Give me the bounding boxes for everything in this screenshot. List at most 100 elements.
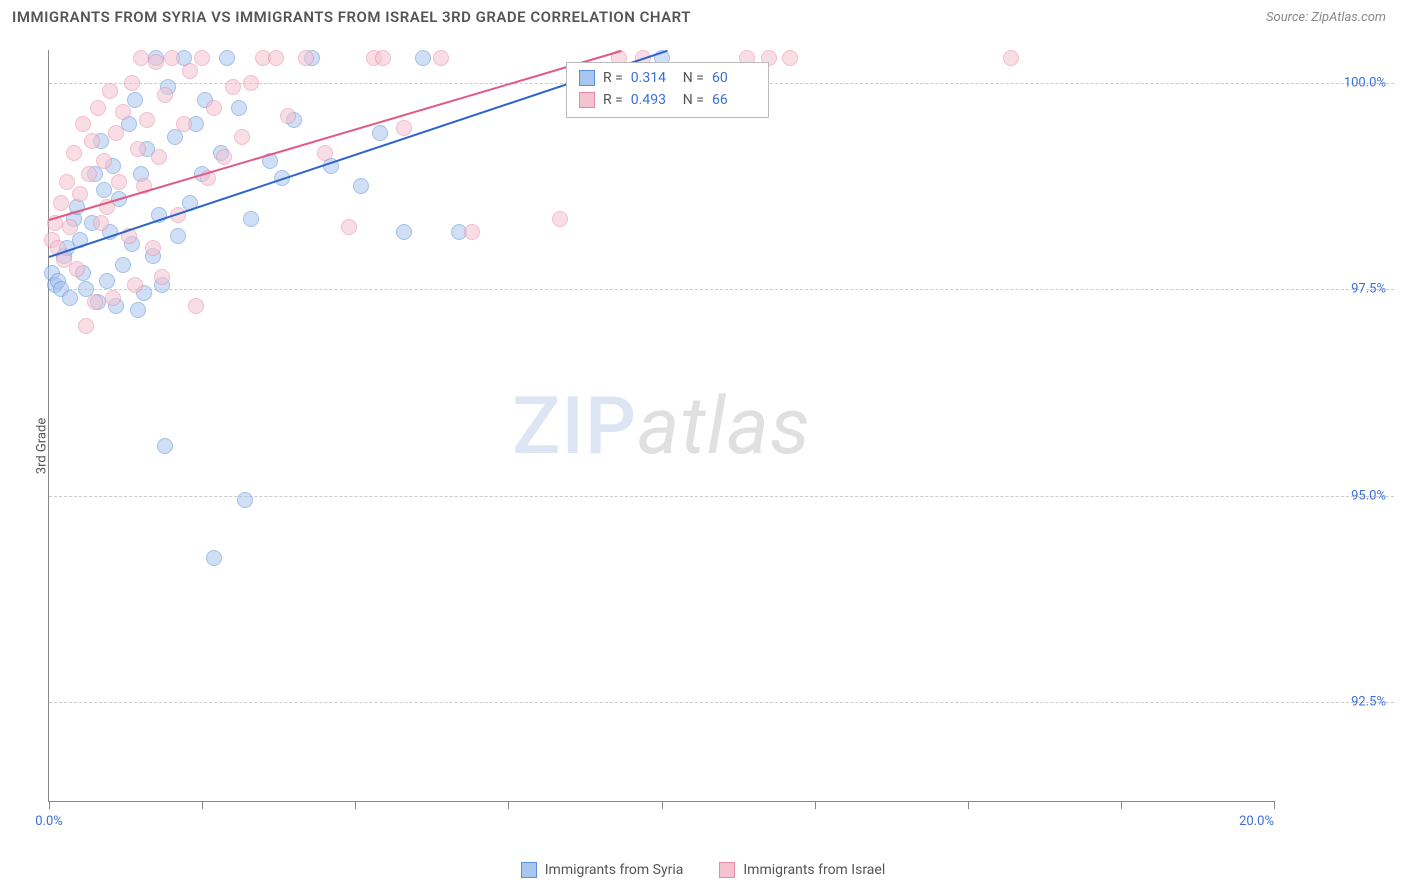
r-value: 0.314 xyxy=(631,67,675,89)
chart-header: IMMIGRANTS FROM SYRIA VS IMMIGRANTS FROM… xyxy=(0,0,1406,34)
data-point xyxy=(552,211,568,227)
data-point xyxy=(206,550,222,566)
data-point xyxy=(1003,50,1019,66)
legend-swatch xyxy=(719,862,735,878)
x-tick xyxy=(662,801,663,809)
data-point xyxy=(782,50,798,66)
legend-item: Immigrants from Syria xyxy=(521,862,684,878)
data-point xyxy=(433,50,449,66)
data-point xyxy=(341,219,357,235)
data-point xyxy=(164,50,180,66)
data-point xyxy=(375,50,391,66)
data-point xyxy=(396,120,412,136)
n-value: 66 xyxy=(712,89,756,111)
r-label: R = xyxy=(603,67,623,89)
data-point xyxy=(176,116,192,132)
data-point xyxy=(145,240,161,256)
data-point xyxy=(66,145,82,161)
data-point xyxy=(102,83,118,99)
data-point xyxy=(464,224,480,240)
data-point xyxy=(93,215,109,231)
y-tick-label: 97.5% xyxy=(1286,282,1386,297)
data-point xyxy=(231,100,247,116)
data-point xyxy=(139,112,155,128)
chart-source: Source: ZipAtlas.com xyxy=(1266,10,1386,25)
data-point xyxy=(317,145,333,161)
x-tick xyxy=(202,801,203,809)
correlation-stats-box: R = 0.314 N = 60R = 0.493 N = 66 xyxy=(566,62,769,118)
data-point xyxy=(62,219,78,235)
data-point xyxy=(84,133,100,149)
data-point xyxy=(353,178,369,194)
data-point xyxy=(105,290,121,306)
data-point xyxy=(78,318,94,334)
legend-label: Immigrants from Syria xyxy=(545,862,684,878)
gridline xyxy=(49,289,1394,290)
data-point xyxy=(206,100,222,116)
legend-swatch xyxy=(521,862,537,878)
data-point xyxy=(127,277,143,293)
r-value: 0.493 xyxy=(631,89,675,111)
data-point xyxy=(243,211,259,227)
legend-label: Immigrants from Israel xyxy=(743,862,885,878)
data-point xyxy=(108,125,124,141)
data-point xyxy=(372,125,388,141)
data-point xyxy=(69,261,85,277)
stat-row: R = 0.314 N = 60 xyxy=(579,67,756,89)
data-point xyxy=(219,50,235,66)
data-point xyxy=(72,186,88,202)
y-tick-label: 100.0% xyxy=(1286,76,1386,91)
data-point xyxy=(62,290,78,306)
data-point xyxy=(170,228,186,244)
data-point xyxy=(124,75,140,91)
x-tick xyxy=(508,801,509,809)
data-point xyxy=(81,166,97,182)
data-point xyxy=(99,273,115,289)
data-point xyxy=(133,50,149,66)
data-point xyxy=(53,195,69,211)
data-point xyxy=(148,54,164,70)
data-point xyxy=(280,108,296,124)
data-point xyxy=(298,50,314,66)
x-tick xyxy=(968,801,969,809)
n-value: 60 xyxy=(712,67,756,89)
series-swatch xyxy=(579,92,595,108)
data-point xyxy=(130,302,146,318)
x-tick xyxy=(815,801,816,809)
data-point xyxy=(96,153,112,169)
data-point xyxy=(96,182,112,198)
data-point xyxy=(115,257,131,273)
watermark-zip: ZIP xyxy=(512,379,637,473)
chart-legend: Immigrants from Syria Immigrants from Isr… xyxy=(0,862,1406,878)
data-point xyxy=(225,79,241,95)
stat-row: R =0.493N =66 xyxy=(579,89,756,111)
data-point xyxy=(154,269,170,285)
data-point xyxy=(87,294,103,310)
data-point xyxy=(243,75,259,91)
data-point xyxy=(130,141,146,157)
plot-area: ZIPatlas 92.5%95.0%97.5%100.0%0.0%20.0% xyxy=(48,50,1274,802)
data-point xyxy=(111,174,127,190)
x-tick xyxy=(1274,801,1275,809)
x-tick xyxy=(355,801,356,809)
watermark: ZIPatlas xyxy=(512,379,811,473)
gridline xyxy=(49,702,1394,703)
data-point xyxy=(216,149,232,165)
chart-title: IMMIGRANTS FROM SYRIA VS IMMIGRANTS FROM… xyxy=(12,8,691,26)
y-tick-label: 95.0% xyxy=(1286,488,1386,503)
data-point xyxy=(59,174,75,190)
x-tick-label: 20.0% xyxy=(1239,814,1274,829)
x-tick xyxy=(49,801,50,809)
data-point xyxy=(237,492,253,508)
data-point xyxy=(188,298,204,314)
data-point xyxy=(182,63,198,79)
data-point xyxy=(115,104,131,120)
data-point xyxy=(194,50,210,66)
n-label: N = xyxy=(683,67,704,89)
x-tick-label: 0.0% xyxy=(35,814,63,829)
data-point xyxy=(415,50,431,66)
x-tick xyxy=(1121,801,1122,809)
data-point xyxy=(75,116,91,132)
r-label: R = xyxy=(603,89,623,111)
data-point xyxy=(268,50,284,66)
